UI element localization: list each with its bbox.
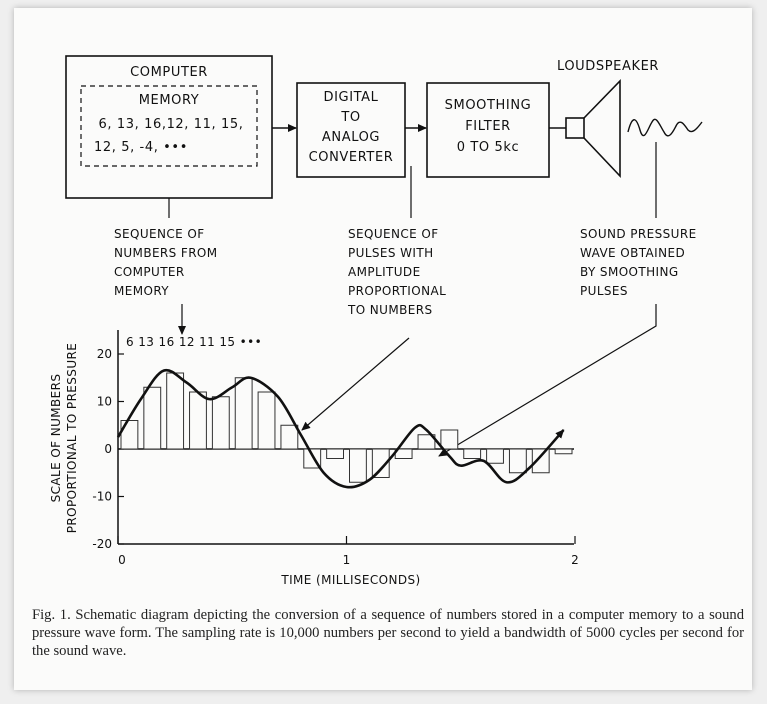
filter-line3: 0 TO 5kc bbox=[457, 140, 519, 155]
svg-text:SEQUENCE OF: SEQUENCE OF bbox=[114, 227, 205, 241]
x-tick-label: 2 bbox=[571, 553, 579, 567]
dac-line4: CONVERTER bbox=[309, 150, 394, 165]
pulse-chart: 20 10 0 -10 -20 0 1 2 6 13 16 12 11 15 ••• TIM… bbox=[49, 330, 579, 587]
svg-text:SEQUENCE OF: SEQUENCE OF bbox=[348, 227, 439, 241]
pulse-bar bbox=[326, 448, 344, 459]
loudspeaker-icon bbox=[565, 79, 621, 179]
pulse-bar bbox=[280, 424, 299, 450]
computer-block: COMPUTER MEMORY 6, 13, 16,12, 11, 15, 12… bbox=[65, 55, 273, 199]
sequence-label: 6 13 16 12 11 15 ••• bbox=[126, 335, 262, 349]
pulse-bar bbox=[554, 448, 573, 455]
pulse-bar bbox=[257, 391, 276, 450]
figure-page: COMPUTER MEMORY 6, 13, 16,12, 11, 15, 12… bbox=[14, 8, 752, 690]
pulse-bar bbox=[463, 448, 482, 459]
x-tick-label: 1 bbox=[343, 553, 351, 567]
pulse-bar bbox=[211, 396, 230, 450]
smoothed-wave-line bbox=[116, 368, 565, 489]
y-tick-label: -20 bbox=[92, 537, 112, 551]
dac-block: DIGITAL TO ANALOG CONVERTER bbox=[296, 82, 406, 178]
y-ticks: 20 10 0 -10 -20 bbox=[92, 347, 124, 551]
y-tick-label: 10 bbox=[97, 395, 112, 409]
sound-wave-icon bbox=[627, 118, 703, 137]
y-tick-label: 20 bbox=[97, 347, 112, 361]
svg-text:TO NUMBERS: TO NUMBERS bbox=[347, 303, 432, 317]
memory-box bbox=[80, 85, 258, 167]
svg-text:PULSES: PULSES bbox=[580, 284, 628, 298]
dac-line2: TO bbox=[340, 110, 360, 125]
pulse-bar bbox=[234, 377, 253, 450]
annotation-numbers: SEQUENCE OF NUMBERS FROM COMPUTER MEMORY bbox=[114, 198, 218, 335]
pulse-bar bbox=[189, 391, 207, 450]
svg-text:PROPORTIONAL: PROPORTIONAL bbox=[348, 284, 446, 298]
computer-title: COMPUTER bbox=[130, 65, 208, 80]
loudspeaker-label: LOUDSPEAKER bbox=[557, 59, 659, 74]
svg-text:BY SMOOTHING: BY SMOOTHING bbox=[580, 265, 679, 279]
pulse-bar bbox=[120, 420, 139, 450]
y-tick-label: -10 bbox=[92, 490, 112, 504]
figure-diagram: COMPUTER MEMORY 6, 13, 16,12, 11, 15, 12… bbox=[49, 55, 703, 587]
pulse-bar bbox=[531, 448, 550, 474]
pulse-bar bbox=[486, 448, 504, 464]
pulse-bar bbox=[349, 448, 367, 483]
x-axis-label: TIME (MILLISECONDS) bbox=[280, 573, 420, 587]
svg-text:SOUND PRESSURE: SOUND PRESSURE bbox=[580, 227, 697, 241]
filter-block: SMOOTHING FILTER 0 TO 5kc bbox=[426, 82, 550, 178]
svg-text:PULSES WITH: PULSES WITH bbox=[348, 246, 434, 260]
svg-text:NUMBERS FROM: NUMBERS FROM bbox=[114, 246, 218, 260]
pulse-bar bbox=[440, 429, 459, 450]
svg-text:COMPUTER: COMPUTER bbox=[114, 265, 185, 279]
annotation-sound: SOUND PRESSURE WAVE OBTAINED BY SMOOTHIN… bbox=[438, 142, 697, 457]
x-ticks: 0 1 2 bbox=[117, 536, 579, 567]
svg-text:WAVE OBTAINED: WAVE OBTAINED bbox=[580, 246, 685, 260]
pulse-bar bbox=[143, 386, 162, 450]
y-tick-label: 0 bbox=[104, 442, 112, 456]
dac-line3: ANALOG bbox=[322, 130, 380, 145]
pulse-bar bbox=[417, 434, 436, 450]
svg-text:AMPLITUDE: AMPLITUDE bbox=[348, 265, 421, 279]
annotation-pulses: SEQUENCE OF PULSES WITH AMPLITUDE PROPOR… bbox=[301, 166, 446, 431]
memory-title: MEMORY bbox=[139, 93, 200, 108]
y-axis-label-line1: SCALE OF NUMBERS bbox=[49, 374, 63, 503]
memory-values-line2: 12, 5, -4, ••• bbox=[94, 140, 188, 155]
figure-caption: Fig. 1. Schematic diagram depicting the … bbox=[32, 607, 744, 659]
svg-text:MEMORY: MEMORY bbox=[114, 284, 169, 298]
x-tick-label: 0 bbox=[118, 553, 126, 567]
filter-line1: SMOOTHING bbox=[445, 98, 532, 113]
dac-line1: DIGITAL bbox=[323, 90, 378, 105]
pulse-bar bbox=[166, 372, 185, 450]
filter-line2: FILTER bbox=[465, 119, 511, 134]
y-axis-label-line2: PROPORTIONAL TO PRESSURE bbox=[65, 343, 79, 533]
pulse-bars bbox=[120, 372, 573, 483]
memory-values-line1: 6, 13, 16,12, 11, 15, bbox=[99, 117, 244, 132]
pulse-bar bbox=[371, 448, 390, 478]
pulse-bar bbox=[508, 448, 527, 474]
